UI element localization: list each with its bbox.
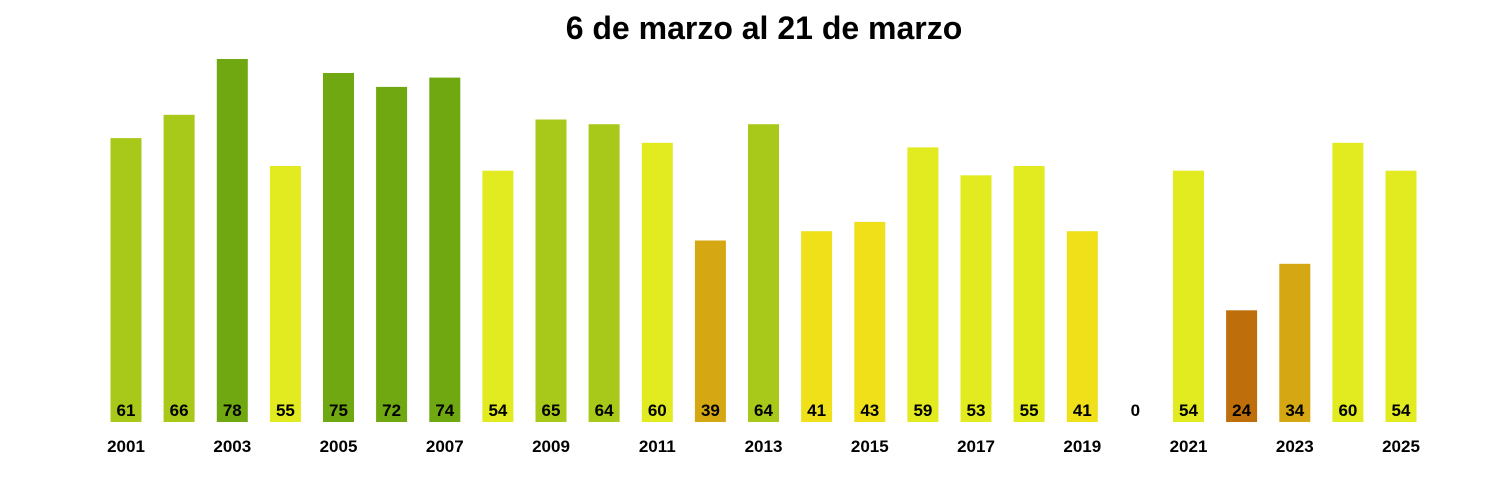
value-label-2010: 64 — [595, 401, 614, 420]
value-label-2023: 34 — [1285, 401, 1304, 420]
value-label-2004: 55 — [276, 401, 295, 420]
x-tick-label-2017: 2017 — [957, 437, 995, 456]
value-label-2025: 54 — [1392, 401, 1411, 420]
value-label-2001: 61 — [117, 401, 136, 420]
bar-2009 — [535, 119, 567, 422]
bar-2004 — [269, 166, 301, 422]
value-label-2014: 41 — [807, 401, 826, 420]
value-label-2018: 55 — [1020, 401, 1039, 420]
bar-2007 — [429, 77, 461, 422]
x-tick-label-2005: 2005 — [320, 437, 358, 456]
bar-2024 — [1332, 142, 1364, 423]
bar-2015 — [854, 221, 886, 422]
value-label-2020: 0 — [1131, 401, 1140, 420]
bar-2023 — [1279, 263, 1311, 422]
x-tick-label-2003: 2003 — [213, 437, 251, 456]
bar-2005 — [323, 73, 354, 422]
value-label-2017: 53 — [967, 401, 986, 420]
value-label-2024: 60 — [1338, 401, 1357, 420]
bar-2019 — [1066, 231, 1098, 422]
bar-2016 — [907, 147, 939, 422]
bar-2025 — [1385, 170, 1417, 422]
value-label-2019: 41 — [1073, 401, 1092, 420]
chart-title: 6 de marzo al 21 de marzo — [565, 10, 963, 46]
x-tick-label-2019: 2019 — [1063, 437, 1101, 456]
value-label-2022: 24 — [1232, 401, 1251, 420]
value-label-2011: 60 — [648, 401, 667, 420]
x-tick-label-2009: 2009 — [532, 437, 570, 456]
value-label-2007: 74 — [435, 401, 454, 420]
bar-2006 — [376, 86, 408, 423]
x-tick-label-2013: 2013 — [745, 437, 783, 456]
bar-2021 — [1173, 170, 1204, 422]
value-label-2008: 54 — [488, 401, 507, 420]
x-tick-label-2011: 2011 — [639, 437, 676, 456]
bar-2011 — [641, 142, 673, 423]
bar-2002 — [163, 114, 195, 423]
bar-2012 — [694, 240, 726, 422]
x-tick-label-2021: 2021 — [1170, 437, 1208, 456]
bar-2022 — [1226, 310, 1258, 422]
bar-2001 — [110, 138, 142, 422]
value-label-2002: 66 — [170, 401, 189, 420]
bar-2008 — [482, 170, 514, 422]
x-tick-label-2015: 2015 — [851, 437, 889, 456]
value-label-2012: 39 — [701, 401, 720, 420]
value-label-2009: 65 — [542, 401, 561, 420]
value-label-2015: 43 — [860, 401, 879, 420]
value-label-2021: 54 — [1179, 401, 1198, 420]
value-label-2006: 72 — [382, 401, 401, 420]
bar-2010 — [588, 124, 620, 422]
x-tick-label-2007: 2007 — [426, 437, 464, 456]
value-label-2016: 59 — [913, 401, 932, 420]
value-label-2003: 78 — [223, 401, 242, 420]
bar-2013 — [748, 124, 779, 422]
value-label-2013: 64 — [754, 401, 773, 420]
bar-2003 — [216, 59, 248, 422]
x-tick-label-2001: 2001 — [107, 437, 145, 456]
x-tick-label-2025: 2025 — [1382, 437, 1420, 456]
x-tick-label-2023: 2023 — [1276, 437, 1314, 456]
value-label-2005: 75 — [329, 401, 348, 420]
bar-2017 — [960, 175, 992, 422]
bar-2018 — [1013, 166, 1045, 422]
bar-2014 — [801, 231, 833, 422]
